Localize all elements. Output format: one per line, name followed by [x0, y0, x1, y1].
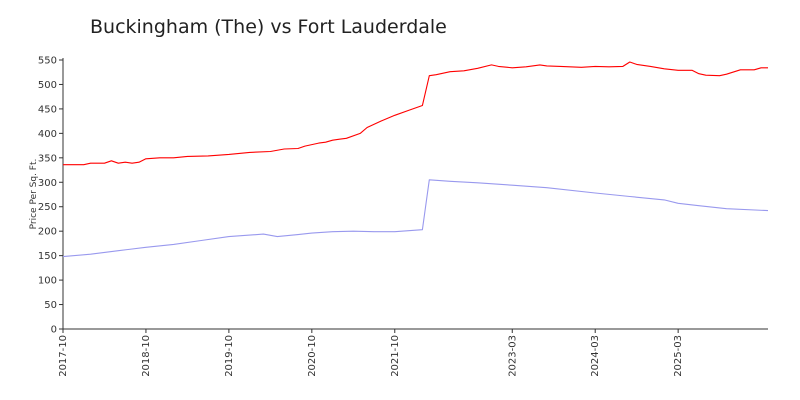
x-tick-label: 2020-10 [307, 335, 318, 377]
series-line-2 [62, 179, 769, 258]
y-tick-label: 300 [38, 178, 57, 189]
x-tick-label: 2019-10 [224, 335, 235, 377]
x-tick-label: 2023-03 [507, 335, 518, 377]
x-tick-label: 2024-03 [590, 335, 601, 377]
x-axis: 2017-10 2018-10 2019-10 2020-10 2021-10 2023-… [58, 328, 768, 377]
y-tick-label: 0 [51, 325, 57, 336]
y-tick-label: 350 [38, 153, 57, 164]
chart-title: Buckingham (The) vs Fort Lauderdale [90, 16, 447, 38]
series-line-1 [63, 61, 768, 166]
y-tick-label: 450 [38, 104, 57, 115]
x-tick-label: 2018-10 [141, 335, 152, 377]
y-axis-label: Price Per Sq. Ft. [29, 159, 39, 230]
series-layer [62, 61, 769, 258]
x-tick-label: 2025-03 [673, 335, 684, 377]
y-tick-label: 150 [38, 251, 57, 262]
x-tick-label: 2021-10 [390, 335, 401, 377]
y-tick-label: 50 [44, 300, 57, 311]
y-tick-label: 200 [38, 227, 57, 238]
y-axis: 0 50 100 150 200 250 300 350 400 450 500 550 [38, 56, 64, 336]
y-tick-label: 550 [38, 56, 57, 67]
y-tick-label: 250 [38, 202, 57, 213]
y-tick-label: 400 [38, 129, 57, 140]
y-tick-label: 500 [38, 80, 57, 91]
x-tick-label: 2017-10 [58, 335, 69, 377]
y-tick-label: 100 [38, 276, 57, 287]
